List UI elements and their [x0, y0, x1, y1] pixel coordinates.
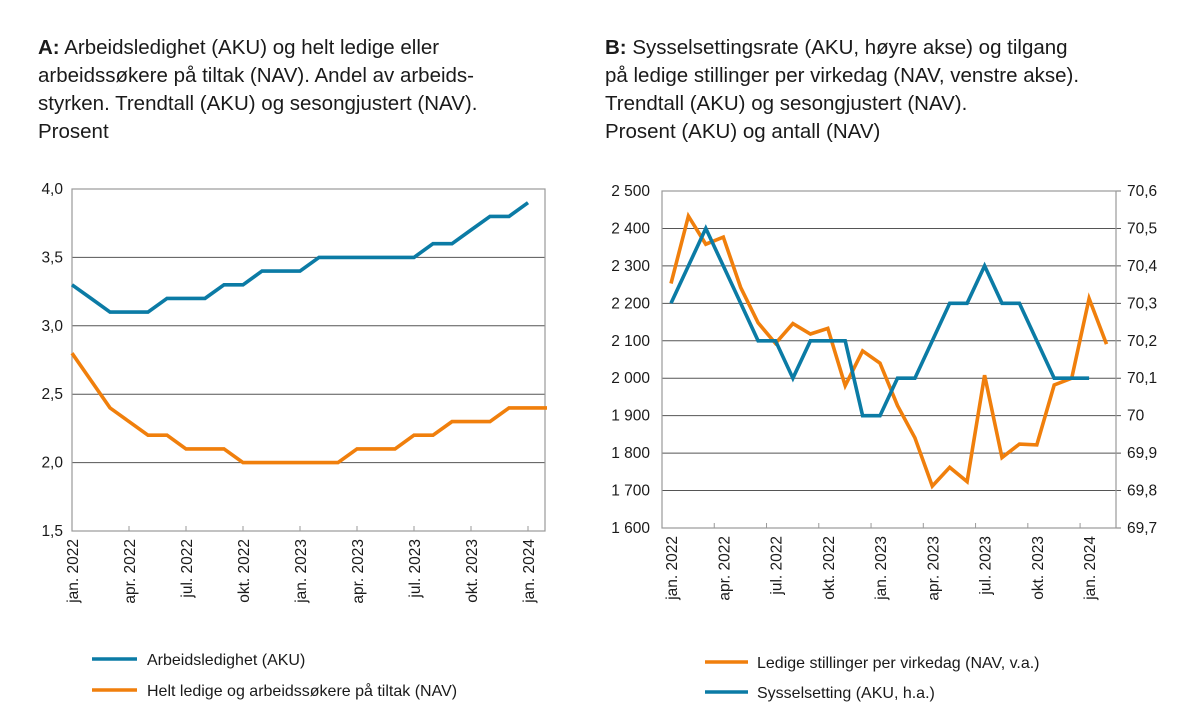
- y-right-tick-label: 70,1: [1127, 370, 1157, 387]
- y-left-tick-label: 1 600: [611, 520, 650, 537]
- y-tick-label: 4,0: [41, 181, 63, 198]
- y-left-tick-label: 2 100: [611, 333, 650, 350]
- y-tick-label: 1,5: [41, 523, 63, 540]
- chart-a-title-line: Prosent: [38, 120, 109, 143]
- chart-a-title-line: arbeidssøkere på tiltak (NAV). Andel av …: [38, 64, 475, 87]
- chart-a-panel-label: A:: [38, 36, 60, 59]
- x-tick-label: okt. 2023: [464, 539, 481, 603]
- chart-a-title: A: Arbeidsledighet (AKU) og helt ledige …: [38, 34, 578, 146]
- chart-b-title-line: Sysselsettingsrate (AKU, høyre akse) og …: [632, 36, 1068, 59]
- legend-label: Sysselsetting (AKU, h.a.): [757, 685, 935, 702]
- chart-b-title-line: Prosent (AKU) og antall (NAV): [605, 120, 881, 143]
- x-tick-label: okt. 2022: [821, 536, 838, 600]
- y-right-tick-label: 70,4: [1127, 258, 1158, 275]
- x-tick-label: okt. 2022: [236, 539, 253, 603]
- chart-b-title: B: Sysselsettingsrate (AKU, høyre akse) …: [605, 34, 1185, 146]
- series-line-aku: [70, 201, 530, 314]
- x-tick-label: jan. 2022: [65, 539, 82, 604]
- y-right-tick-label: 69,7: [1127, 520, 1157, 537]
- y-tick-label: 2,5: [41, 386, 63, 403]
- y-left-tick-label: 2 000: [611, 370, 650, 387]
- y-right-tick-label: 70,6: [1127, 183, 1157, 200]
- series-line-aku: [669, 224, 1090, 418]
- x-tick-label: jul. 2022: [769, 536, 786, 596]
- x-tick-label: jan. 2024: [521, 539, 538, 604]
- x-tick-label: apr. 2022: [716, 536, 733, 601]
- plot-frame: [661, 190, 1117, 529]
- x-tick-label: jul. 2023: [407, 539, 424, 599]
- y-left-tick-label: 1 800: [611, 445, 650, 462]
- y-right-tick-label: 70,2: [1127, 333, 1157, 350]
- x-tick-label: jan. 2023: [873, 536, 890, 601]
- x-tick-label: apr. 2023: [925, 536, 942, 601]
- x-tick-label: jan. 2023: [293, 539, 310, 604]
- y-tick-label: 3,5: [41, 249, 63, 266]
- x-tick-label: jan. 2024: [1082, 536, 1099, 601]
- y-left-tick-label: 1 900: [611, 408, 650, 425]
- chart-b-panel-label: B:: [605, 36, 627, 59]
- y-right-tick-label: 70,3: [1127, 295, 1157, 312]
- series-line-nav: [70, 352, 547, 465]
- y-left-tick-label: 1 700: [611, 483, 650, 500]
- legend-label: Arbeidsledighet (AKU): [147, 652, 305, 669]
- x-tick-label: jul. 2022: [179, 539, 196, 599]
- plot-frame: [71, 188, 546, 532]
- y-left-tick-label: 2 200: [611, 295, 650, 312]
- y-left-tick-label: 2 300: [611, 258, 650, 275]
- y-left-tick-label: 2 400: [611, 220, 650, 237]
- legend-label: Helt ledige og arbeidssøkere på tiltak (…: [147, 682, 457, 700]
- y-right-tick-label: 70,5: [1127, 220, 1157, 237]
- y-tick-label: 3,0: [41, 318, 63, 335]
- y-right-tick-label: 69,8: [1127, 483, 1157, 500]
- y-left-tick-label: 2 500: [611, 183, 650, 200]
- x-tick-label: apr. 2023: [350, 539, 367, 604]
- x-tick-label: jan. 2022: [664, 536, 681, 601]
- series-line-nav: [669, 211, 1109, 490]
- y-tick-label: 2,0: [41, 455, 63, 472]
- x-tick-label: apr. 2022: [122, 539, 139, 604]
- chart-a-title-line: styrken. Trendtall (AKU) og sesongjuster…: [38, 92, 478, 115]
- x-tick-label: jul. 2023: [978, 536, 995, 596]
- y-right-tick-label: 69,9: [1127, 445, 1157, 462]
- chart-a-title-line: Arbeidsledighet (AKU) og helt ledige ell…: [64, 36, 440, 59]
- x-tick-label: okt. 2023: [1030, 536, 1047, 600]
- chart-b-title-line: på ledige stillinger per virkedag (NAV, …: [605, 64, 1080, 87]
- chart-b-title-line: Trendtall (AKU) og sesongjustert (NAV).: [605, 92, 968, 115]
- legend-label: Ledige stillinger per virkedag (NAV, v.a…: [757, 655, 1040, 672]
- y-right-tick-label: 70: [1127, 408, 1145, 425]
